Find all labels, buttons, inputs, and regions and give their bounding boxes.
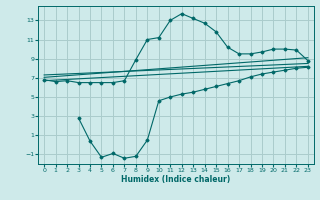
- X-axis label: Humidex (Indice chaleur): Humidex (Indice chaleur): [121, 175, 231, 184]
